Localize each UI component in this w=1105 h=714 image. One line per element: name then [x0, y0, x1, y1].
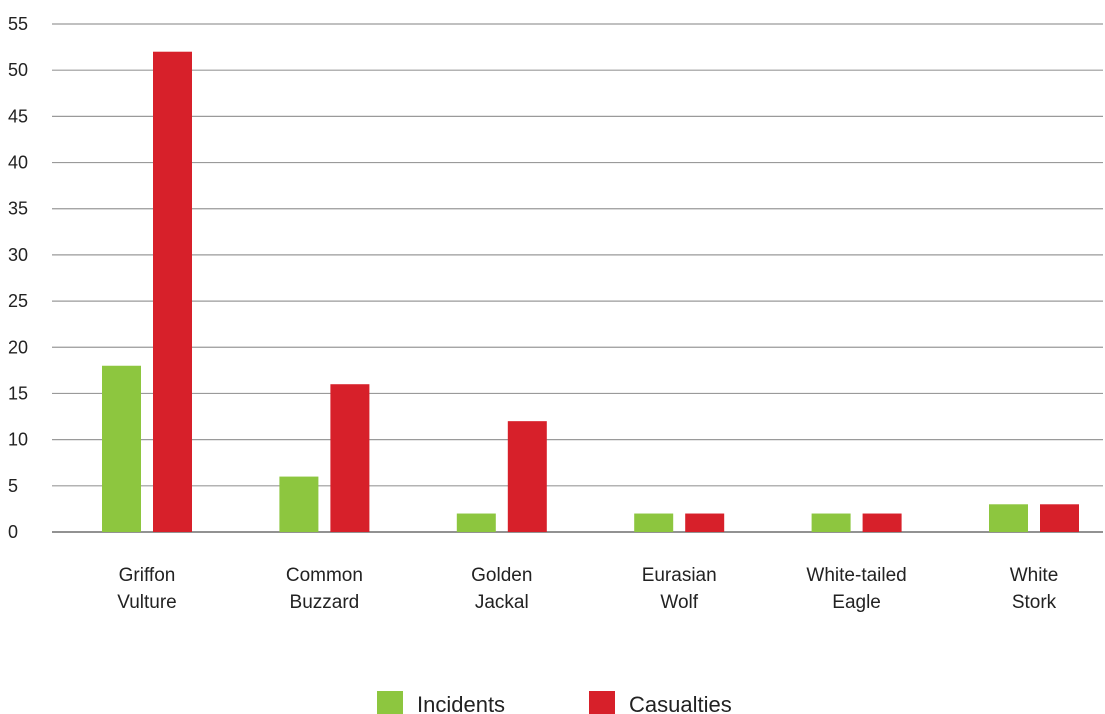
y-tick-label: 55	[8, 14, 28, 34]
bar-casualties-5	[1040, 504, 1079, 532]
legend-swatch-casualties	[589, 691, 615, 714]
bar-casualties-3	[685, 513, 725, 532]
x-category-label: Vulture	[117, 592, 177, 613]
x-category-label: Jackal	[475, 592, 529, 613]
y-tick-label: 5	[8, 476, 18, 496]
x-category-label: Wolf	[660, 592, 698, 613]
legend-label-incidents: Incidents	[417, 692, 505, 714]
bar-casualties-2	[507, 421, 547, 532]
x-category-label: Common	[286, 565, 363, 586]
y-tick-label: 40	[8, 153, 28, 173]
y-tick-label: 10	[8, 430, 28, 450]
bar-incidents-2	[456, 513, 496, 532]
bar-incidents-1	[279, 476, 319, 532]
x-category-label: Eagle	[832, 592, 881, 613]
y-tick-label: 25	[8, 291, 28, 311]
bar-incidents-5	[989, 504, 1028, 532]
y-tick-label: 30	[8, 245, 28, 265]
x-category-label: Eurasian	[642, 565, 717, 586]
y-tick-label: 35	[8, 199, 28, 219]
x-category-label: Buzzard	[290, 592, 360, 613]
bar-casualties-0	[153, 51, 192, 532]
x-axis-categories: Griffon Vulture Common Buzzard Golden Jackal E…	[117, 565, 1058, 613]
legend-swatch-incidents	[377, 691, 403, 714]
y-tick-label: 0	[8, 522, 18, 542]
x-category-label: White-tailed	[806, 565, 906, 586]
x-category-label: Griffon	[119, 565, 176, 586]
x-category-label: Stork	[1012, 592, 1057, 613]
bars	[102, 51, 1079, 532]
y-tick-label: 50	[8, 60, 28, 80]
bar-incidents-4	[811, 513, 851, 532]
x-category-label: Golden	[471, 565, 532, 586]
y-tick-label: 15	[8, 383, 28, 403]
gridlines	[52, 23, 1103, 533]
legend: Incidents Casualties	[377, 691, 732, 714]
y-axis-ticks: 0 5 10 15 20 25 30 35 40 45 50 55	[8, 14, 28, 542]
bar-casualties-4	[862, 513, 902, 532]
bar-casualties-1	[330, 384, 370, 532]
bar-incidents-3	[634, 513, 674, 532]
y-tick-label: 20	[8, 337, 28, 357]
legend-label-casualties: Casualties	[629, 692, 732, 714]
bar-incidents-0	[102, 365, 141, 532]
x-category-label: White	[1010, 565, 1059, 586]
y-tick-label: 45	[8, 106, 28, 126]
